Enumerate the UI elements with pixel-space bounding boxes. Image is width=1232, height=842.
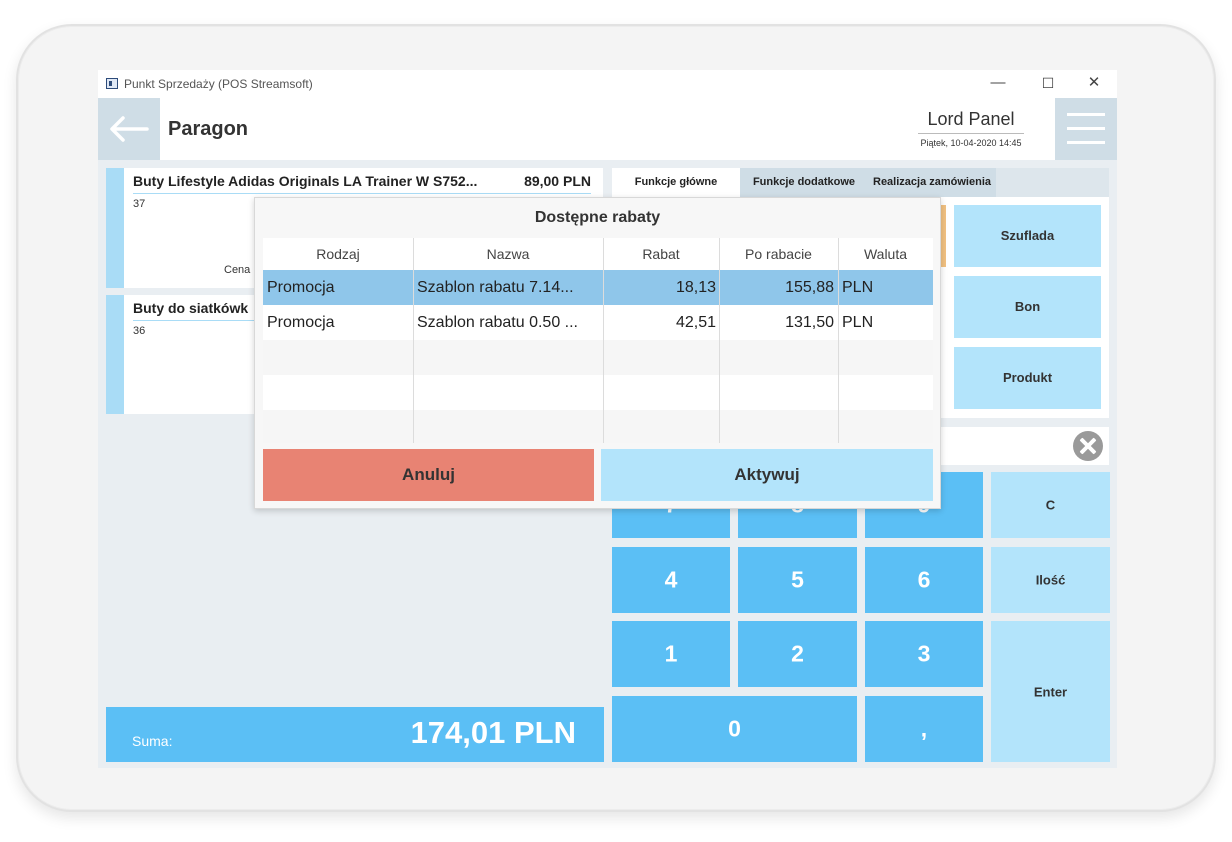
column-divider <box>603 238 604 443</box>
cell-after-discount: 131,50 <box>785 314 834 331</box>
key-4[interactable]: 4 <box>612 547 730 613</box>
item-price: 89,00 PLN <box>524 173 591 189</box>
cell-name: Szablon rabatu 0.50 ... <box>417 314 578 331</box>
close-button[interactable]: ✕ <box>1087 74 1101 91</box>
column-divider <box>838 238 839 443</box>
function-tabs: Funkcje główne Funkcje dodatkowe Realiza… <box>612 168 1109 197</box>
item-size: 36 <box>133 325 146 337</box>
cell-currency: PLN <box>842 314 874 331</box>
item-name: Buty do siatkówk <box>133 300 249 316</box>
cell-type: Promocja <box>267 279 335 296</box>
column-divider <box>719 238 720 443</box>
back-button[interactable] <box>98 98 160 160</box>
discounts-dialog: Dostępne rabaty Rodzaj Nazwa Rabat Po ra… <box>254 197 941 509</box>
empty-row <box>263 340 933 375</box>
hamburger-icon-bar <box>1067 127 1105 130</box>
cell-discount: 42,51 <box>675 314 716 331</box>
sum-panel: Suma: 174,01 PLN <box>106 707 604 762</box>
quantity-button[interactable]: Ilość <box>991 547 1110 613</box>
hamburger-icon <box>1067 113 1105 116</box>
product-button[interactable]: Produkt <box>954 347 1101 409</box>
pos-window: Punkt Sprzedaży (POS Streamsoft) — ☐ ✕ P… <box>98 70 1117 768</box>
minimize-button[interactable]: — <box>990 74 1006 91</box>
item-name: Buty Lifestyle Adidas Originals LA Train… <box>133 173 478 189</box>
table-row-selected[interactable]: Promocja Szablon rabatu 7.14... 18,13 15… <box>263 270 933 305</box>
key-0[interactable]: 0 <box>612 696 857 762</box>
key-1[interactable]: 1 <box>612 621 730 687</box>
sum-value: 174,01 PLN <box>410 715 576 750</box>
cell-discount: 18,13 <box>675 279 716 296</box>
key-comma[interactable]: , <box>865 696 983 762</box>
voucher-button[interactable]: Bon <box>954 276 1101 338</box>
back-arrow-icon <box>110 116 149 142</box>
sum-label: Suma: <box>132 733 173 749</box>
title-bar: Punkt Sprzedaży (POS Streamsoft) — ☐ ✕ <box>98 70 1117 98</box>
cell-name: Szablon rabatu 7.14... <box>417 279 574 296</box>
discounts-table: Rodzaj Nazwa Rabat Po rabacie Waluta Pro… <box>263 238 933 443</box>
hamburger-icon-bar <box>1067 141 1105 144</box>
app-icon <box>106 78 118 89</box>
empty-row <box>263 375 933 410</box>
user-name: Lord Panel <box>918 109 1024 134</box>
item-divider <box>133 193 591 194</box>
activate-button[interactable]: Aktywuj <box>601 449 933 501</box>
table-row[interactable]: Promocja Szablon rabatu 0.50 ... 42,51 1… <box>263 305 933 340</box>
empty-row <box>263 410 933 443</box>
cell-currency: PLN <box>842 279 874 296</box>
page-title: Paragon <box>168 118 249 140</box>
cell-type: Promocja <box>267 314 335 331</box>
item-stripe <box>106 168 124 288</box>
column-header-type: Rodzaj <box>316 246 360 262</box>
window-title: Punkt Sprzedaży (POS Streamsoft) <box>124 77 313 91</box>
column-divider <box>413 238 414 443</box>
item-price-level: Cena II <box>224 264 260 276</box>
tab-main-functions[interactable]: Funkcje główne <box>612 168 740 197</box>
cell-after-discount: 155,88 <box>785 279 834 296</box>
clear-input-icon[interactable] <box>1073 431 1103 461</box>
date-time: Piątek, 10-04-2020 14:45 <box>920 138 1022 148</box>
key-2[interactable]: 2 <box>738 621 857 687</box>
dialog-title: Dostępne rabaty <box>534 209 661 226</box>
enter-button[interactable]: Enter <box>991 621 1110 762</box>
function-button-edge <box>940 205 946 267</box>
key-6[interactable]: 6 <box>865 547 983 613</box>
tab-order-fulfillment[interactable]: Realizacja zamówienia <box>868 168 996 197</box>
header: Paragon Lord Panel Piątek, 10-04-2020 14… <box>98 98 1117 160</box>
item-stripe <box>106 295 124 414</box>
column-header-currency: Waluta <box>863 246 908 262</box>
key-5[interactable]: 5 <box>738 547 857 613</box>
key-3[interactable]: 3 <box>865 621 983 687</box>
menu-button[interactable] <box>1055 98 1117 160</box>
column-header-discount: Rabat <box>642 246 680 262</box>
clear-button[interactable]: C <box>991 472 1110 538</box>
item-size: 37 <box>133 198 146 210</box>
column-header-after-discount: Po rabacie <box>745 246 812 262</box>
cancel-button[interactable]: Anuluj <box>263 449 594 501</box>
column-header-name: Nazwa <box>486 246 530 262</box>
tab-additional-functions[interactable]: Funkcje dodatkowe <box>740 168 868 197</box>
drawer-button[interactable]: Szuflada <box>954 205 1101 267</box>
maximize-button[interactable]: ☐ <box>1041 75 1055 91</box>
